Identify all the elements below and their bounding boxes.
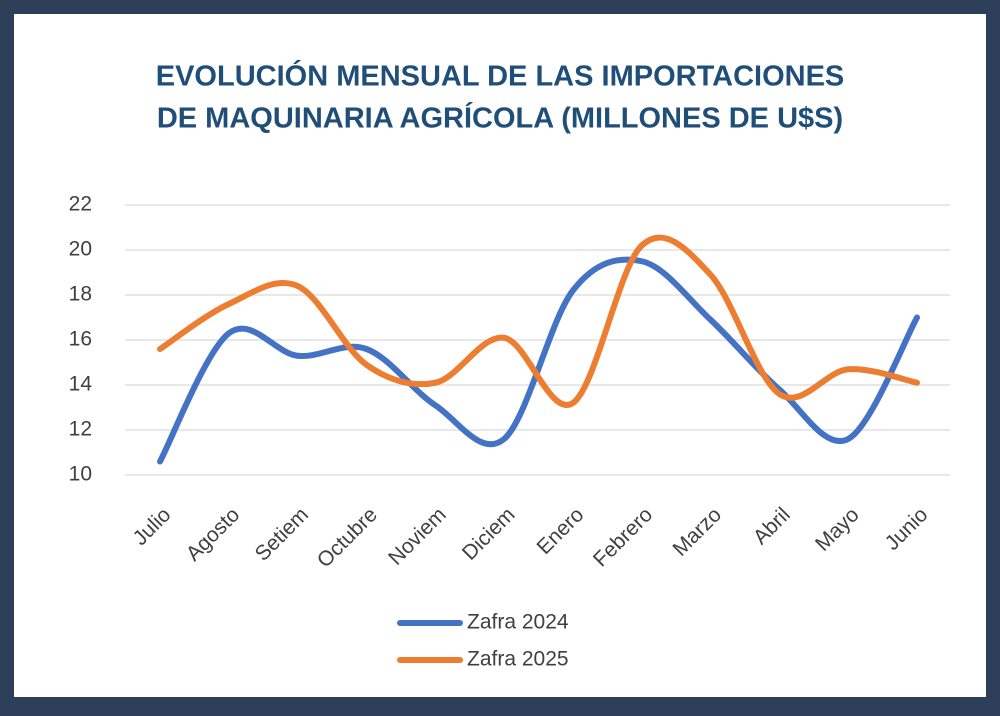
chart-title: DE MAQUINARIA AGRÍCOLA (MILLONES DE U$S) <box>157 101 843 135</box>
y-tick-label: 18 <box>69 283 92 306</box>
legend-label: Zafra 2024 <box>467 611 569 634</box>
chart-panel <box>14 14 986 697</box>
series-line <box>157 234 920 408</box>
y-tick-label: 10 <box>69 463 92 486</box>
y-tick-label: 14 <box>69 373 93 396</box>
series-line <box>157 256 920 465</box>
chart-title: EVOLUCIÓN MENSUAL DE LAS IMPORTACIONES <box>156 59 845 93</box>
legend-label: Zafra 2025 <box>467 648 569 671</box>
y-tick-label: 20 <box>69 238 92 261</box>
y-tick-label: 12 <box>69 418 92 441</box>
y-tick-label: 22 <box>69 193 92 216</box>
y-tick-label: 16 <box>69 328 92 351</box>
